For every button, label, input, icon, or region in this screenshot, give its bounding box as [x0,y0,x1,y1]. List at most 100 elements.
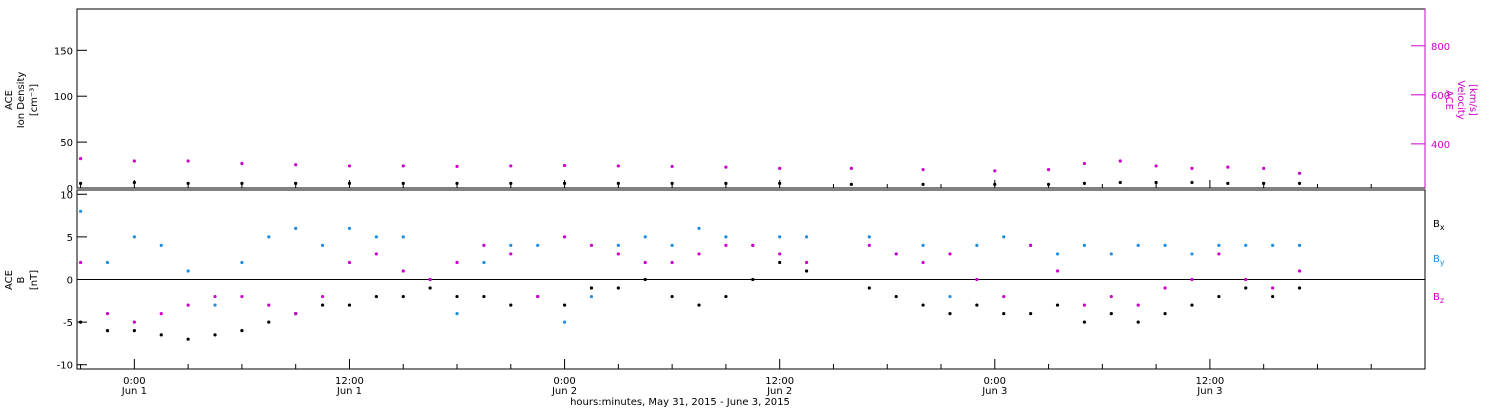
top-series-0-point-21 [1190,180,1194,185]
top-series-1-point-9 [562,163,567,168]
top-ytick-label-2: 100 [54,92,73,103]
b-series-Bz-point-20 [616,252,620,256]
xtick-time-3: 12:00 [765,376,794,387]
xtick-time-0: 0:00 [123,376,145,387]
b-series-By-point-27 [804,235,809,239]
b-series-Bx-point-44 [1297,286,1302,290]
top-series-1-point-0 [78,156,83,161]
b-series-By-point-16 [509,243,513,248]
top-ylabel-line1: ACE [4,90,15,110]
b-series-By-point-38 [1136,243,1140,248]
top-series-1-point-3 [240,161,244,166]
top-series-1-point-21 [1190,166,1194,170]
b-series-Bx-point-43 [1271,294,1275,299]
top-series-0-point-17 [1046,182,1051,186]
b-series-Bz-point-44 [1297,269,1302,273]
top-series-0-point-18 [1082,181,1087,186]
top-ylabel-line3: [cm⁻³] [29,84,40,116]
b-series-Bz-point-5 [213,294,217,299]
top-series-0-point-22 [1226,181,1230,186]
b-series-Bx-point-12 [401,294,405,299]
top-y2tick-label-0: 400 [1431,140,1450,151]
b-series-Bz-point-38 [1136,303,1140,307]
top-series-0-point-5 [347,181,352,186]
top-y2tick-label-1: 600 [1431,91,1450,102]
top-series-0-point-4 [294,181,298,186]
b-series-Bx-point-24 [724,294,728,299]
b-series-Bz-point-43 [1271,286,1275,290]
top-y2tick-label-2: 800 [1431,42,1450,53]
b-series-Bz-point-14 [455,260,459,265]
b-series-Bz-point-24 [724,243,728,248]
b-series-Bz-point-33 [1002,294,1006,299]
b-series-By-point-8 [294,226,298,230]
b-series-Bz-point-12 [401,269,405,273]
top-y2label-line3: [km/s] [1467,84,1478,116]
b-series-Bx-point-36 [1082,320,1087,324]
b-series-Bx-point-29 [894,294,898,299]
xtick-day-4: Jun 3 [981,386,1007,397]
b-series-Bz-point-40 [1190,277,1194,282]
bottom-ytick-label-2: 0 [67,276,73,287]
top-series-0-point-23 [1262,181,1266,186]
b-series-By-point-15 [482,260,486,265]
b-series-Bx-point-3 [159,333,163,337]
b-series-Bx-point-15 [482,294,486,299]
b-series-Bz-point-16 [509,252,513,256]
b-series-Bz-point-0 [78,260,83,265]
b-series-By-point-12 [401,235,405,239]
b-series-Bx-point-18 [562,303,567,307]
b-series-Bz-point-25 [751,243,755,248]
top-series-0-point-2 [186,181,190,186]
top-y2label-line1: ACE [1443,90,1454,110]
top-series-1-point-15 [921,168,925,172]
top-series-0-point-9 [562,181,567,186]
b-series-By-point-2 [132,235,136,239]
b-series-Bx-point-1 [105,329,110,333]
b-series-Bx-point-32 [975,303,979,307]
top-y2label-line2: Velocity [1455,80,1466,119]
b-series-Bx-point-35 [1055,303,1060,307]
legend-bx: Bx [1433,219,1445,232]
top-series-1-point-10 [616,164,620,168]
b-series-Bz-point-4 [186,303,190,307]
b-series-By-point-17 [536,243,540,248]
b-series-By-point-26 [778,235,782,239]
b-series-By-point-37 [1109,252,1113,256]
b-series-Bx-point-26 [778,260,782,265]
x-axis-label: hours:minutes, May 31, 2015 - June 3, 20… [570,397,790,408]
b-series-By-point-41 [1217,243,1221,248]
b-series-Bx-point-19 [589,286,594,290]
top-series-1-point-18 [1082,161,1087,166]
top-series-0-point-8 [509,181,513,186]
top-series-0-point-6 [401,181,405,186]
xtick-day-3: Jun 2 [766,386,792,397]
top-series-0-point-15 [921,182,925,186]
b-series-Bz-point-29 [894,252,898,256]
b-series-Bz-point-21 [643,260,647,265]
b-series-By-point-20 [616,243,620,248]
top-series-1-point-6 [401,164,405,168]
top-series-1-point-23 [1262,166,1266,170]
top-series-1-point-11 [670,164,674,169]
top-series-1-point-22 [1226,165,1230,169]
b-series-By-point-42 [1244,243,1248,248]
b-series-Bz-point-8 [294,311,298,316]
b-series-By-point-39 [1163,243,1167,248]
b-series-By-point-30 [921,243,925,248]
bottom-ytick-label-1: -5 [63,318,73,329]
b-series-By-point-22 [670,243,674,248]
xtick-day-5: Jun 3 [1196,386,1222,397]
b-series-Bz-point-19 [589,243,594,248]
b-series-By-point-32 [975,243,979,248]
legend-by: By [1433,254,1445,267]
b-series-Bx-point-0 [78,320,83,324]
b-series-By-point-5 [213,303,217,307]
top-series-1-point-20 [1154,164,1158,168]
b-series-Bz-point-32 [975,277,979,282]
bottom-ytick-label-4: 10 [60,190,73,201]
b-series-Bz-point-41 [1217,252,1221,256]
b-series-Bx-point-39 [1163,311,1167,316]
